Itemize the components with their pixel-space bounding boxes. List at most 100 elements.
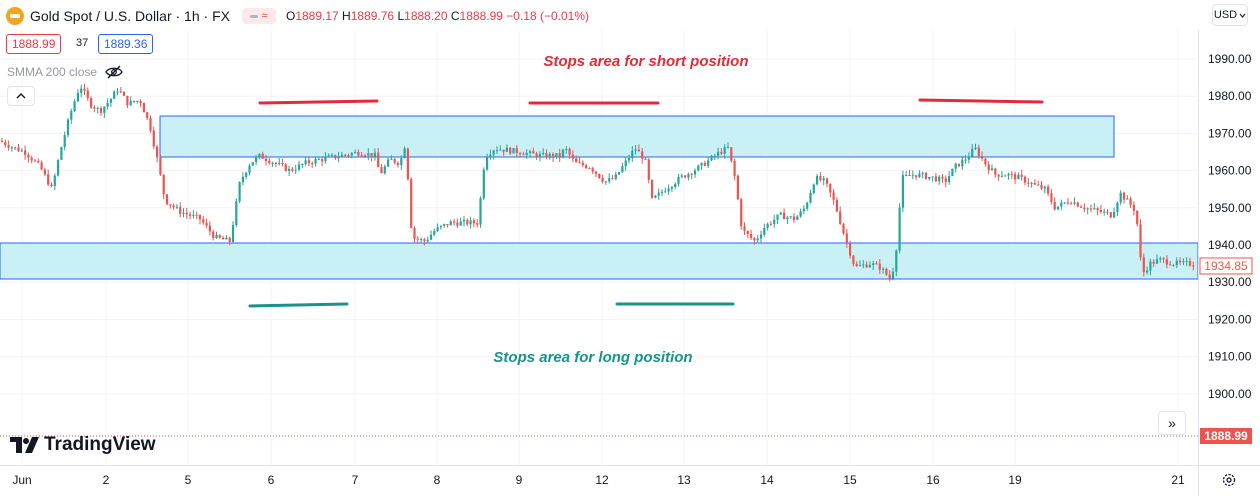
candle-body xyxy=(228,237,231,242)
candle-body xyxy=(1122,192,1126,200)
candle-body xyxy=(759,234,763,239)
candle-body xyxy=(855,264,858,266)
candle-body xyxy=(258,153,261,158)
candle-body xyxy=(347,154,350,156)
time-tick-label: 14 xyxy=(760,473,774,487)
candle-body xyxy=(396,162,400,166)
bid-price-label: 1888.99 xyxy=(1204,429,1248,443)
candle-body xyxy=(271,162,274,164)
candle-body xyxy=(1093,208,1096,210)
candle-body xyxy=(20,150,23,152)
candle-body xyxy=(106,102,109,107)
candle-body xyxy=(357,151,360,156)
price-axis[interactable]: 1990.00 1980.00 1970.00 1960.00 1950.00 1940.… xyxy=(1208,52,1252,401)
candle-body xyxy=(1037,184,1040,186)
candle-body xyxy=(693,170,697,175)
candle-body xyxy=(1179,260,1182,263)
buy-button[interactable]: 1889.36 xyxy=(98,34,154,54)
candle-body xyxy=(60,147,63,160)
candle-body xyxy=(195,214,198,216)
candle-body xyxy=(416,238,419,240)
candle-body xyxy=(967,156,970,160)
candle-body xyxy=(538,154,541,158)
eye-off-icon[interactable] xyxy=(105,65,123,79)
candle-body xyxy=(644,158,647,160)
market-status-pill[interactable]: ≈ xyxy=(241,8,276,24)
candle-body xyxy=(7,144,10,148)
candle-body xyxy=(802,208,805,212)
candle-body xyxy=(53,175,56,186)
candle-body xyxy=(129,100,132,106)
candle-body xyxy=(73,101,76,111)
candle-body xyxy=(961,159,964,167)
candle-body xyxy=(618,172,621,175)
candle-body xyxy=(340,154,343,157)
candle-body xyxy=(796,216,799,220)
collapse-legend-button[interactable] xyxy=(7,86,35,106)
candle-body xyxy=(182,212,185,214)
candle-body xyxy=(769,223,772,225)
tradingview-logo[interactable]: TradingView xyxy=(10,434,156,456)
candle-body xyxy=(456,222,459,226)
candle-body xyxy=(222,237,225,240)
candle-body xyxy=(499,149,502,151)
candle-body xyxy=(971,148,974,157)
currency-selector[interactable]: USD xyxy=(1212,4,1248,26)
candle-body xyxy=(192,214,195,216)
time-tick-label: 2 xyxy=(103,473,110,487)
candle-body xyxy=(469,220,472,225)
candle-body xyxy=(608,178,611,182)
candle-body xyxy=(126,95,129,106)
indicator-legend[interactable]: SMMA 200 close xyxy=(7,65,123,79)
approx-icon: ≈ xyxy=(261,10,268,22)
chart-settings-button[interactable] xyxy=(1219,470,1239,490)
candle-body xyxy=(667,188,670,192)
candle-body xyxy=(1192,265,1195,267)
price-tick-label: 1910.00 xyxy=(1208,350,1252,364)
sell-button[interactable]: 1888.99 xyxy=(6,34,62,54)
candle-body xyxy=(911,175,914,177)
candle-body xyxy=(1033,183,1036,185)
candle-body xyxy=(377,152,380,168)
candle-body xyxy=(1162,258,1165,260)
candle-body xyxy=(446,224,449,226)
candle-body xyxy=(849,242,852,256)
candle-body xyxy=(1099,210,1102,212)
candle-body xyxy=(806,202,809,209)
candle-body xyxy=(1000,175,1003,177)
candle-body xyxy=(337,156,340,159)
symbol-header[interactable]: Gold Spot / U.S. Dollar · 1h · FX ≈ O188… xyxy=(6,6,589,26)
candle-body xyxy=(637,149,640,152)
candle-body xyxy=(588,168,591,170)
symbol-title[interactable]: Gold Spot / U.S. Dollar · 1h · FX xyxy=(30,8,230,24)
time-axis[interactable]: Jun 2 5 6 7 8 9 12 13 14 15 16 19 21 xyxy=(12,473,1185,487)
candle-body xyxy=(439,225,442,228)
candle-body xyxy=(1020,174,1023,177)
candle-body xyxy=(350,153,353,156)
candle-body xyxy=(1083,207,1086,210)
candle-body xyxy=(162,174,165,195)
price-change: −0.18 (−0.01%) xyxy=(506,9,590,23)
candle-body xyxy=(924,172,928,179)
candle-body xyxy=(10,147,13,149)
candle-body xyxy=(660,191,664,193)
candle-body xyxy=(674,183,677,188)
scroll-to-realtime-button[interactable]: » xyxy=(1158,411,1186,435)
candle-body xyxy=(1066,202,1069,204)
indicator-label: SMMA 200 close xyxy=(7,65,98,79)
candle-body xyxy=(832,192,835,200)
candle-body xyxy=(581,162,584,166)
candle-body xyxy=(822,178,825,181)
candle-body xyxy=(1073,202,1076,204)
candle-body xyxy=(291,168,294,171)
candle-body xyxy=(690,173,693,175)
candle-body xyxy=(1023,176,1027,183)
candle-body xyxy=(776,214,779,220)
ohlc-values: O1889.17 H1889.76 L1888.20 C1888.99 −0.1… xyxy=(285,9,590,23)
candle-body xyxy=(509,147,512,154)
candle-body xyxy=(132,100,136,102)
candle-body xyxy=(1080,206,1083,208)
candle-body xyxy=(657,192,660,196)
tradingview-logo-icon xyxy=(10,437,39,453)
